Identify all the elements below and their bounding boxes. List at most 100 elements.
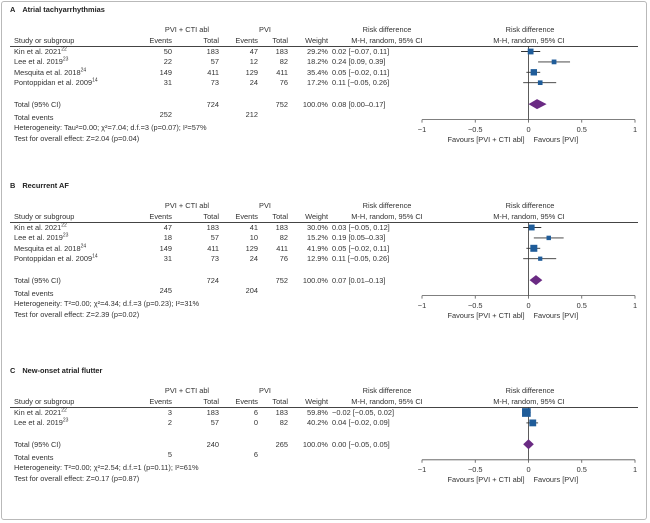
study-ref: 24 <box>80 67 87 74</box>
study-square <box>527 48 534 55</box>
panel-letter: A <box>10 5 16 14</box>
events2-header: Events <box>235 36 258 45</box>
panel-letter: C <box>10 366 16 375</box>
study-name: Mesquita et al. 201824 <box>14 244 86 252</box>
group1-header: PVI + CTI abl <box>164 386 210 395</box>
events2-cell: 129 <box>245 243 258 253</box>
study-label: Lee et al. 2019 <box>14 418 63 428</box>
ci-cell: 0.24 [0.09, 0.39] <box>332 57 386 67</box>
x-tick-label: 1 <box>632 464 638 474</box>
x-tick-label: −0.5 <box>467 124 483 134</box>
total-label: Total (95% CI) <box>14 439 61 449</box>
events2-cell: 12 <box>249 57 258 67</box>
events1-cell: 31 <box>163 78 172 88</box>
study-square <box>530 69 538 76</box>
study-ref: 23 <box>62 417 69 424</box>
plot-header-line2: M-H, random, 95% CI <box>493 212 565 221</box>
total2-cell: 183 <box>275 408 288 417</box>
panel-title: New-onset atrial flutter <box>22 366 103 375</box>
study-ref: 23 <box>62 56 69 63</box>
total1-sum: 724 <box>206 275 219 285</box>
total-events-label: Total events <box>14 452 54 462</box>
total-ci: 0.08 [0.00–0.17] <box>332 99 386 109</box>
total1-cell: 411 <box>207 243 219 253</box>
total-weight: 100.0% <box>302 99 328 109</box>
study-name: Pontoppidan et al. 200914 <box>14 254 98 262</box>
study-ref: 22 <box>61 46 67 53</box>
events2-cell: 47 <box>249 47 258 56</box>
ci-cell: 0.19 [0.05–0.33] <box>332 233 386 243</box>
rd-header-line2: M-H, random, 95% CI <box>351 397 423 406</box>
total2-cell: 411 <box>276 243 288 253</box>
weight-cell: 15.2% <box>307 233 328 243</box>
heterogeneity-text: Heterogeneity: T²=0.00; χ²=2.54; d.f.=1 … <box>14 462 199 472</box>
weight-header: Weight <box>305 36 328 45</box>
study-column-header: Study or subgroup <box>14 36 75 45</box>
events1-cell: 47 <box>163 223 172 232</box>
ci-cell: 0.11 [−0.05, 0.26] <box>332 78 390 88</box>
events1-cell: 18 <box>163 233 172 243</box>
study-column-header: Study or subgroup <box>14 212 75 221</box>
favours-right-label: Favours [PVI] <box>533 310 579 320</box>
events1-cell: 22 <box>163 57 172 67</box>
study-label: Mesquita et al. 2018 <box>14 67 81 77</box>
x-tick-label: 0 <box>526 300 531 310</box>
total2-header: Total <box>272 397 288 406</box>
total2-sum: 265 <box>275 439 288 449</box>
x-tick-label: 0.5 <box>576 124 587 134</box>
study-name: Kin et al. 202122 <box>14 223 67 231</box>
weight-cell: 40.2% <box>307 418 328 428</box>
rd-header-line1: Risk difference <box>362 25 412 34</box>
total2-cell: 82 <box>279 418 288 428</box>
events2-cell: 129 <box>245 67 258 77</box>
total1-cell: 183 <box>206 223 219 232</box>
total-events2: 204 <box>245 285 258 295</box>
study-label: Kin et al. 2021 <box>14 47 62 56</box>
pooled-diamond <box>528 99 547 110</box>
rd-header-line2: M-H, random, 95% CI <box>351 212 423 221</box>
panel-heading: B Recurrent AF <box>10 182 69 189</box>
total2-sum: 752 <box>275 275 288 285</box>
ci-cell: −0.02 [−0.05, 0.02] <box>332 408 395 417</box>
total-weight: 100.0% <box>302 275 328 285</box>
events1-header: Events <box>149 36 172 45</box>
total-weight: 100.0% <box>302 439 328 449</box>
total-events2: 6 <box>253 449 258 459</box>
total-events-label: Total events <box>14 288 54 298</box>
weight-cell: 18.2% <box>307 57 328 67</box>
events2-header: Events <box>235 397 258 406</box>
total1-sum: 724 <box>206 99 219 109</box>
rd-header-line1: Risk difference <box>362 386 412 395</box>
events1-cell: 149 <box>159 67 172 77</box>
x-tick-label: −0.5 <box>467 464 483 474</box>
plot-header-line2: M-H, random, 95% CI <box>493 397 565 406</box>
total1-cell: 183 <box>206 47 219 56</box>
study-square <box>546 235 551 241</box>
total-events2: 212 <box>245 109 258 119</box>
header-rule <box>10 222 638 223</box>
study-name: Lee et al. 201923 <box>14 233 68 241</box>
events2-cell: 41 <box>249 223 258 232</box>
study-square <box>537 80 543 86</box>
x-tick-label: 0.5 <box>576 464 587 474</box>
total2-cell: 76 <box>279 78 288 88</box>
group1-header: PVI + CTI abl <box>164 25 210 34</box>
total1-cell: 57 <box>210 233 219 243</box>
heterogeneity-text: Heterogeneity: T²=0.00; χ²=4.34; d.f.=3 … <box>14 298 200 308</box>
study-square <box>529 419 537 427</box>
x-tick-label: −0.5 <box>467 300 483 310</box>
favours-right-label: Favours [PVI] <box>533 474 579 484</box>
favours-right-label: Favours [PVI] <box>533 134 579 144</box>
weight-cell: 41.9% <box>307 243 328 253</box>
total2-sum: 752 <box>275 99 288 109</box>
pooled-diamond <box>529 275 543 286</box>
total2-cell: 76 <box>279 254 288 264</box>
plot-header-line1: Risk difference <box>505 25 555 34</box>
rd-header-line2: M-H, random, 95% CI <box>351 36 423 45</box>
study-name: Mesquita et al. 201824 <box>14 67 87 77</box>
